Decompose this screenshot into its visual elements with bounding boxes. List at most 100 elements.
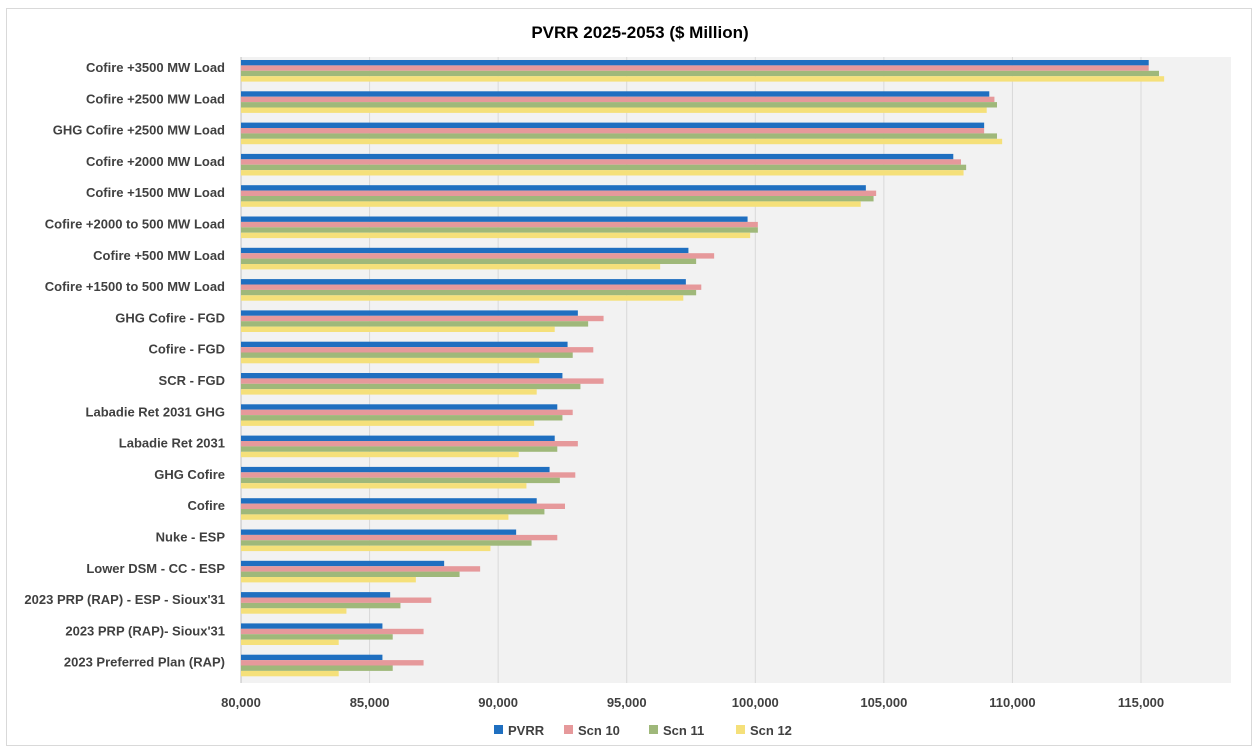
x-tick-label: 95,000 (607, 695, 647, 710)
bar-scn-12 (241, 639, 339, 645)
bar-scn-10 (241, 190, 877, 196)
bar-scn-11 (241, 446, 558, 452)
bar-scn-12 (241, 170, 964, 176)
bar-scn-11 (241, 164, 967, 171)
category-label: Cofire (187, 498, 225, 513)
bar-scn-11 (241, 477, 560, 484)
legend-label: Scn 11 (663, 723, 704, 738)
x-tick-label: 90,000 (478, 695, 518, 710)
bar-pvrr (241, 654, 383, 661)
bar-scn-11 (241, 321, 589, 327)
bar-pvrr (241, 623, 383, 629)
x-tick-label: 100,000 (732, 695, 779, 710)
bar-scn-10 (241, 660, 424, 666)
bar-scn-10 (241, 253, 715, 259)
category-label: Cofire +2000 MW Load (86, 154, 225, 169)
bar-scn-11 (241, 102, 997, 108)
bar-scn-11 (241, 352, 573, 358)
bar-pvrr (241, 560, 445, 567)
x-tick-label: 115,000 (1118, 695, 1164, 710)
bar-scn-10 (241, 159, 961, 165)
bar-pvrr (241, 216, 748, 222)
bar-scn-10 (241, 315, 604, 322)
bar-scn-11 (241, 383, 581, 390)
category-label: Cofire - FGD (148, 342, 225, 357)
legend: PVRR Scn 10 Scn 11 Scn 12 (494, 723, 792, 738)
category-label: Cofire +2500 MW Load (86, 91, 225, 106)
bars (241, 60, 1165, 677)
bar-scn-11 (241, 665, 393, 671)
bar-pvrr (241, 373, 563, 379)
bar-scn-10 (241, 221, 758, 228)
bar-scn-12 (241, 357, 540, 364)
bar-scn-12 (241, 514, 509, 520)
category-label: GHG Cofire (154, 467, 225, 482)
bar-pvrr (241, 404, 558, 410)
bar-scn-10 (241, 96, 995, 103)
bar-scn-12 (241, 107, 987, 113)
category-label: Cofire +1500 MW Load (86, 185, 225, 200)
bar-scn-12 (241, 389, 537, 395)
bar-scn-10 (241, 597, 432, 603)
bar-pvrr (241, 153, 954, 160)
bar-scn-11 (241, 540, 532, 546)
bar-scn-11 (241, 415, 563, 421)
bar-scn-10 (241, 128, 985, 134)
bar-scn-12 (241, 545, 491, 552)
bar-pvrr (241, 247, 689, 254)
bar-scn-12 (241, 201, 861, 207)
bar-scn-11 (241, 133, 997, 139)
bar-pvrr (241, 435, 555, 441)
bar-scn-12 (241, 420, 535, 426)
chart-title: PVRR 2025-2053 ($ Million) (531, 23, 748, 42)
bar-scn-10 (241, 628, 424, 635)
bar-scn-12 (241, 295, 684, 301)
bar-scn-11 (241, 196, 874, 202)
category-label: 2023 PRP (RAP) - ESP - Sioux'31 (24, 592, 225, 607)
bar-pvrr (241, 122, 985, 128)
category-label: GHG Cofire - FGD (115, 310, 225, 325)
category-label: Cofire +3500 MW Load (86, 60, 225, 75)
x-tick-label: 110,000 (989, 695, 1035, 710)
bar-scn-10 (241, 534, 558, 541)
bar-pvrr (241, 91, 990, 97)
bar-scn-10 (241, 347, 594, 353)
bar-scn-12 (241, 451, 519, 458)
x-tick-label: 80,000 (221, 695, 261, 710)
bar-scn-11 (241, 634, 393, 640)
bar-scn-11 (241, 70, 1159, 77)
category-label: Labadie Ret 2031 (119, 436, 225, 451)
bar-scn-10 (241, 503, 565, 509)
category-label: Cofire +500 MW Load (93, 248, 225, 263)
category-label: Cofire +2000 to 500 MW Load (45, 217, 225, 232)
bar-pvrr (241, 279, 686, 285)
bar-scn-10 (241, 441, 578, 447)
bar-scn-10 (241, 378, 604, 384)
bar-scn-12 (241, 608, 347, 614)
bar-scn-12 (241, 483, 527, 489)
category-label: 2023 Preferred Plan (RAP) (64, 655, 225, 670)
bar-scn-12 (241, 138, 1003, 145)
category-label: SCR - FGD (159, 373, 225, 388)
bar-pvrr (241, 498, 537, 504)
category-label: Nuke - ESP (156, 530, 226, 545)
x-tick-label: 105,000 (860, 695, 907, 710)
legend-swatch (649, 725, 658, 734)
bar-scn-10 (241, 566, 481, 572)
bar-pvrr (241, 310, 578, 316)
category-label: Lower DSM - CC - ESP (86, 561, 225, 576)
bar-scn-12 (241, 232, 751, 239)
bar-scn-11 (241, 289, 697, 296)
bar-pvrr (241, 592, 391, 598)
bar-pvrr (241, 529, 517, 535)
bar-pvrr (241, 185, 866, 191)
bar-pvrr (241, 60, 1149, 66)
bar-scn-11 (241, 227, 758, 233)
category-label: Labadie Ret 2031 GHG (86, 404, 225, 419)
plot-area (241, 57, 1231, 683)
bar-scn-12 (241, 670, 339, 677)
bar-scn-10 (241, 472, 576, 478)
bar-scn-12 (241, 76, 1165, 82)
legend-swatch (564, 725, 573, 734)
bar-scn-10 (241, 65, 1149, 71)
